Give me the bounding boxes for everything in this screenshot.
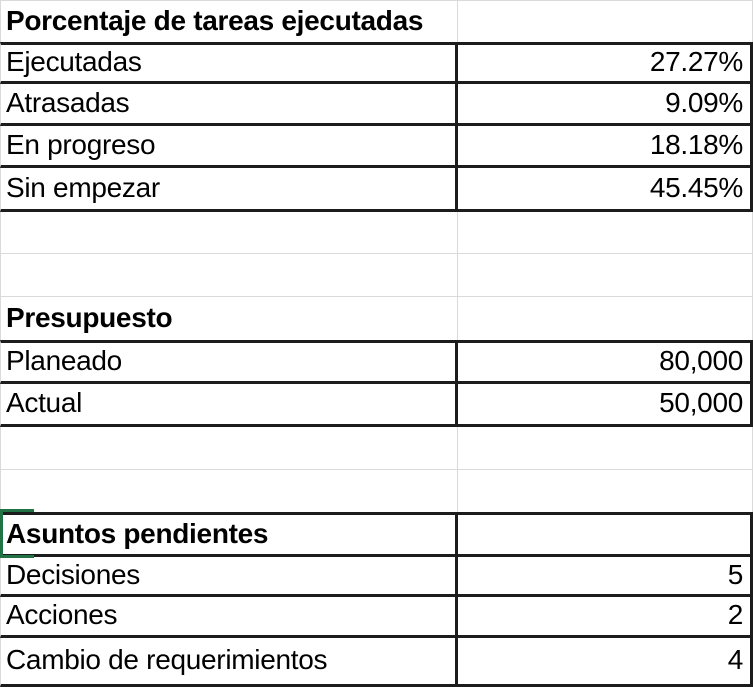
value-cell[interactable]: 9.09% [458, 84, 753, 126]
label-cell[interactable]: Cambio de requerimientos [0, 638, 458, 687]
selected-cell-border-left [0, 509, 3, 558]
value-cell[interactable]: 4 [458, 638, 753, 687]
empty-cell[interactable] [0, 470, 458, 512]
value-cell[interactable]: 5 [458, 557, 753, 597]
empty-cell[interactable] [0, 427, 458, 470]
data-row: Sin empezar 45.45% [0, 168, 753, 212]
section-title-cell[interactable]: Asuntos pendientes [0, 512, 458, 557]
empty-cell[interactable] [458, 212, 753, 254]
section-header-row: Asuntos pendientes [0, 512, 753, 557]
value-cell[interactable]: 50,000 [458, 384, 753, 427]
section-header-row: Presupuesto [0, 297, 753, 340]
value-cell[interactable]: 80,000 [458, 340, 753, 384]
selected-cell-border-top [0, 509, 34, 512]
label-cell[interactable]: Planeado [0, 340, 458, 384]
data-row: Cambio de requerimientos 4 [0, 638, 753, 687]
empty-cell[interactable] [0, 212, 458, 254]
label-cell[interactable]: Acciones [0, 597, 458, 638]
section-title-cell[interactable]: Porcentaje de tareas ejecutadas [0, 0, 458, 42]
empty-cell[interactable] [458, 0, 753, 42]
data-row: Acciones 2 [0, 597, 753, 638]
empty-cell[interactable] [458, 254, 753, 297]
data-row: Planeado 80,000 [0, 340, 753, 384]
value-cell[interactable]: 45.45% [458, 168, 753, 212]
empty-row [0, 470, 753, 512]
empty-cell[interactable] [458, 470, 753, 512]
value-cell[interactable]: 18.18% [458, 126, 753, 168]
label-cell[interactable]: Sin empezar [0, 168, 458, 212]
empty-row [0, 254, 753, 297]
label-cell[interactable]: Decisiones [0, 557, 458, 597]
empty-row [0, 427, 753, 470]
label-cell[interactable]: Ejecutadas [0, 42, 458, 84]
data-row: Atrasadas 9.09% [0, 84, 753, 126]
value-cell[interactable]: 2 [458, 597, 753, 638]
empty-cell[interactable] [458, 297, 753, 340]
data-row: En progreso 18.18% [0, 126, 753, 168]
empty-row [0, 212, 753, 254]
value-cell[interactable]: 27.27% [458, 42, 753, 84]
selected-cell-border-bottom [0, 555, 34, 558]
empty-cell[interactable] [458, 512, 753, 557]
label-cell[interactable]: En progreso [0, 126, 458, 168]
data-row: Ejecutadas 27.27% [0, 42, 753, 84]
section-title-cell[interactable]: Presupuesto [0, 297, 458, 340]
data-row: Actual 50,000 [0, 384, 753, 427]
empty-cell[interactable] [458, 427, 753, 470]
label-cell[interactable]: Atrasadas [0, 84, 458, 126]
label-cell[interactable]: Actual [0, 384, 458, 427]
data-row: Decisiones 5 [0, 557, 753, 597]
empty-cell[interactable] [0, 254, 458, 297]
section-header-row: Porcentaje de tareas ejecutadas [0, 0, 753, 42]
